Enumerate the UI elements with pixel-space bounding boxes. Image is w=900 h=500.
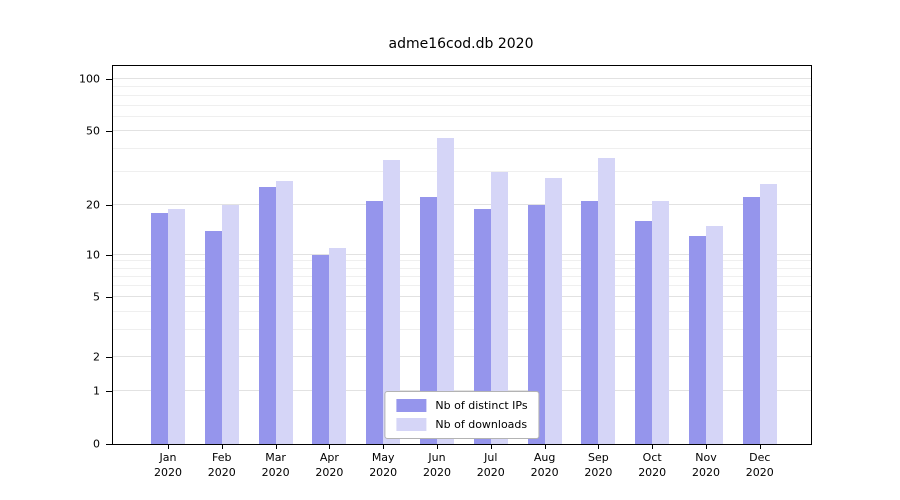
plot-area: Nb of distinct IPs Nb of downloads (112, 65, 812, 445)
y-tick-label: 20 (86, 198, 100, 212)
legend-item-distinct-ips: Nb of distinct IPs (396, 399, 528, 412)
y-tick-mark (106, 79, 112, 80)
gridline (113, 329, 811, 331)
x-tick-label: Feb 2020 (207, 451, 236, 480)
bar (275, 180, 293, 444)
legend-swatch-distinct-ips (396, 399, 427, 412)
gridline (113, 284, 811, 286)
y-tick-label: 0 (93, 437, 100, 451)
x-tick-label: Nov 2020 (692, 451, 720, 480)
bar (598, 157, 616, 444)
y-tick-label: 2 (93, 350, 100, 364)
y-tick-mark (106, 297, 112, 298)
bar (635, 221, 653, 444)
gridline (113, 130, 811, 131)
legend-swatch-downloads (396, 418, 427, 431)
y-tick-label: 1 (93, 384, 100, 398)
x-tick-mark (706, 445, 707, 449)
gridline (113, 260, 811, 262)
y-tick-mark (106, 131, 112, 132)
grid-layer (113, 66, 811, 444)
bar (258, 186, 276, 444)
y-tick-label: 5 (93, 290, 100, 304)
bars-layer (113, 66, 811, 444)
x-tick-mark (490, 445, 492, 449)
x-tick-label: Aug 2020 (530, 451, 559, 480)
x-tick-label: Oct 2020 (638, 451, 667, 480)
gridline (113, 275, 811, 277)
gridline (113, 116, 811, 118)
bar (168, 208, 185, 444)
gridline (113, 148, 811, 150)
gridline (113, 171, 811, 173)
bar (204, 230, 222, 444)
bar (742, 197, 760, 444)
x-tick-mark (759, 445, 761, 449)
gridline (113, 85, 811, 87)
bar (383, 159, 401, 444)
gridline (113, 390, 811, 391)
bar (759, 183, 777, 444)
x-tick-label: Jun 2020 (423, 451, 451, 480)
legend-label-distinct-ips: Nb of distinct IPs (435, 399, 528, 412)
x-tick-mark (598, 445, 600, 449)
x-tick-mark (221, 445, 223, 449)
x-tick-mark (383, 445, 385, 449)
gridline (113, 296, 811, 297)
bar (544, 177, 562, 444)
bar (312, 255, 330, 444)
y-tick-label: 10 (86, 248, 100, 262)
x-tick-label: Apr 2020 (315, 451, 344, 480)
x-tick-mark (544, 445, 546, 449)
y-tick-mark (106, 255, 112, 256)
x-tick-mark (329, 445, 331, 449)
x-tick-label: Jul 2020 (476, 451, 505, 480)
legend-item-downloads: Nb of downloads (396, 418, 527, 431)
bar (490, 172, 508, 444)
bar (221, 205, 239, 444)
y-tick-mark (106, 444, 112, 445)
y-tick-label: 100 (79, 72, 100, 86)
bar (689, 236, 706, 444)
x-tick-label: May 2020 (369, 451, 398, 480)
gridline (113, 204, 811, 205)
gridline (113, 267, 811, 269)
legend: Nb of distinct IPs Nb of downloads (384, 391, 540, 439)
gridline (113, 78, 811, 79)
chart-title: adme16cod.db 2020 (388, 36, 534, 52)
gridline (113, 254, 811, 255)
gridline (113, 104, 811, 106)
x-tick-mark (652, 445, 654, 449)
bar (581, 201, 599, 444)
bar (527, 205, 545, 444)
bar (652, 201, 670, 444)
bar (706, 225, 723, 444)
bar (366, 201, 384, 444)
x-tick-mark (168, 445, 169, 449)
bar (473, 208, 491, 444)
bar (151, 212, 168, 444)
x-tick-label: Sep 2020 (584, 451, 613, 480)
y-tick-mark (106, 357, 112, 358)
y-tick-mark (106, 205, 112, 206)
x-tick-mark (275, 445, 277, 449)
gridline (113, 310, 811, 312)
x-tick-mark (437, 445, 438, 449)
gridline (113, 356, 811, 357)
bar (420, 197, 437, 444)
x-tick-label: Jan 2020 (154, 451, 182, 480)
y-tick-mark (106, 391, 112, 392)
x-tick-label: Mar 2020 (261, 451, 290, 480)
gridline (113, 94, 811, 96)
x-tick-label: Dec 2020 (745, 451, 774, 480)
legend-label-downloads: Nb of downloads (435, 418, 528, 431)
bar (437, 137, 454, 444)
bar (329, 248, 347, 444)
y-tick-label: 50 (86, 124, 100, 138)
